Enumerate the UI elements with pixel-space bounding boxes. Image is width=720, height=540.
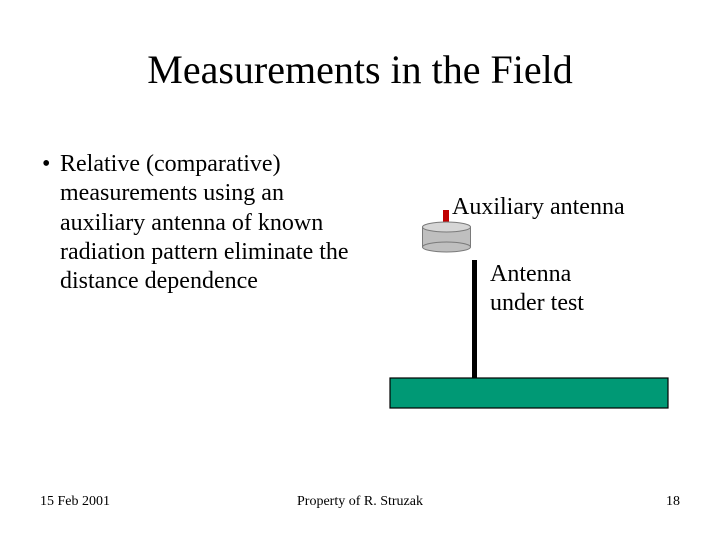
slide-title: Measurements in the Field xyxy=(0,46,720,93)
bullet-text: Relative (comparative) measurements usin… xyxy=(60,151,349,294)
antenna-diagram xyxy=(380,180,680,420)
footer-page-number: 18 xyxy=(666,494,680,510)
bullet-dot: • xyxy=(42,150,50,179)
bullet-item: • Relative (comparative) measurements us… xyxy=(60,150,370,296)
slide: Measurements in the Field • Relative (co… xyxy=(0,0,720,540)
footer-property: Property of R. Struzak xyxy=(0,494,720,510)
